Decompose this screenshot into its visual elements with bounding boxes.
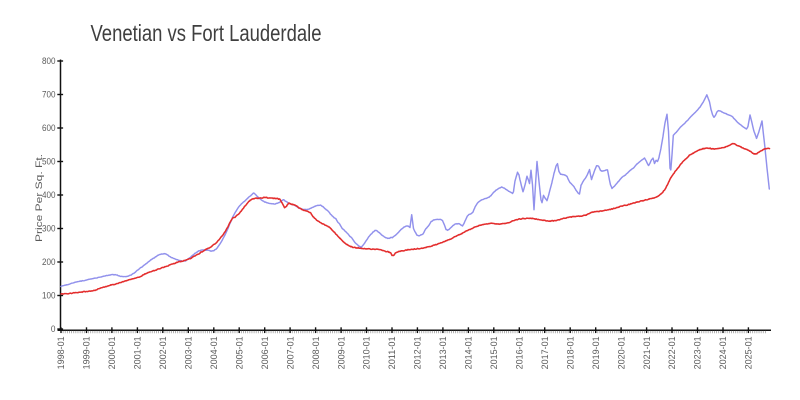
svg-text:2012-01: 2012-01 (413, 336, 423, 369)
svg-text:2006-01: 2006-01 (260, 336, 270, 369)
svg-text:2008-01: 2008-01 (311, 336, 321, 369)
svg-text:2024-01: 2024-01 (718, 336, 728, 369)
svg-text:400: 400 (42, 190, 56, 200)
svg-text:2013-01: 2013-01 (438, 336, 448, 369)
svg-text:2000-01: 2000-01 (107, 336, 117, 369)
svg-text:2010-01: 2010-01 (362, 336, 372, 369)
svg-text:2016-01: 2016-01 (515, 336, 525, 369)
svg-text:2017-01: 2017-01 (540, 336, 550, 369)
svg-text:2004-01: 2004-01 (209, 336, 219, 369)
svg-text:600: 600 (42, 123, 56, 133)
svg-text:2018-01: 2018-01 (565, 336, 575, 369)
svg-text:2014-01: 2014-01 (464, 336, 474, 369)
svg-text:300: 300 (42, 223, 56, 233)
svg-text:800: 800 (42, 56, 56, 66)
svg-text:2001-01: 2001-01 (133, 336, 143, 369)
svg-text:1998-01: 1998-01 (56, 336, 66, 369)
svg-text:0: 0 (51, 324, 56, 334)
svg-text:2009-01: 2009-01 (336, 336, 346, 369)
svg-text:100: 100 (42, 290, 56, 300)
svg-text:2022-01: 2022-01 (667, 336, 677, 369)
svg-text:2005-01: 2005-01 (234, 336, 244, 369)
svg-text:2020-01: 2020-01 (616, 336, 626, 369)
svg-text:200: 200 (42, 257, 56, 267)
svg-text:Venetian vs Fort Lauderdale: Venetian vs Fort Lauderdale (91, 20, 322, 46)
svg-text:500: 500 (42, 156, 56, 166)
svg-text:2021-01: 2021-01 (642, 336, 652, 369)
svg-text:2019-01: 2019-01 (591, 336, 601, 369)
svg-text:2007-01: 2007-01 (285, 336, 295, 369)
svg-text:1999-01: 1999-01 (82, 336, 92, 369)
svg-text:Price Per Sq. Ft.: Price Per Sq. Ft. (34, 154, 44, 242)
svg-text:2002-01: 2002-01 (158, 336, 168, 369)
svg-text:700: 700 (42, 89, 56, 99)
svg-text:2023-01: 2023-01 (693, 336, 703, 369)
svg-text:2003-01: 2003-01 (184, 336, 194, 369)
svg-text:2011-01: 2011-01 (387, 336, 397, 369)
svg-text:2015-01: 2015-01 (489, 336, 499, 369)
svg-text:2025-01: 2025-01 (744, 336, 754, 369)
